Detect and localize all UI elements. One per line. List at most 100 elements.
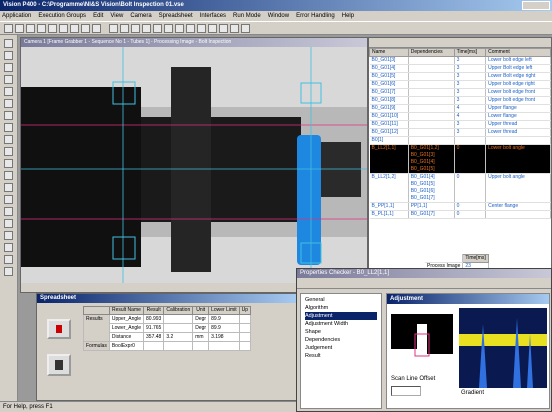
tool-button[interactable] xyxy=(4,243,13,252)
toolbar-button[interactable] xyxy=(4,24,13,33)
toolbar-button[interactable] xyxy=(153,24,162,33)
toolbar-button[interactable] xyxy=(142,24,151,33)
tool-button[interactable] xyxy=(4,63,13,72)
cell: B0_G01[9] xyxy=(369,104,409,113)
toolbar-button[interactable] xyxy=(230,24,239,33)
toolbar-button[interactable] xyxy=(131,24,140,33)
tree-item[interactable]: Adjustment Width xyxy=(305,321,349,327)
tool-button[interactable] xyxy=(4,171,13,180)
table-row[interactable]: B0_G01[3] 3 Lower bolt edge left xyxy=(369,56,551,65)
menu-item[interactable]: Application xyxy=(2,13,32,19)
tool-button[interactable] xyxy=(4,111,13,120)
header-row: Name Dependencies Time[ms] Comment xyxy=(369,48,551,57)
scrollbar[interactable] xyxy=(21,283,367,292)
tool-button[interactable] xyxy=(4,195,13,204)
table-row[interactable]: B0_G01[8] 3 Upper bolt edge front xyxy=(369,96,551,105)
table-row[interactable]: B0_G01[12] 3 Lower thread xyxy=(369,128,551,137)
table-row[interactable]: B0[1] xyxy=(369,136,551,145)
tool-button[interactable] xyxy=(4,51,13,60)
tool-button[interactable] xyxy=(4,219,13,228)
toolbar-button[interactable] xyxy=(241,24,250,33)
tree-item[interactable]: Algorithm xyxy=(305,305,329,311)
toolbar-button[interactable] xyxy=(219,24,228,33)
tool-button[interactable] xyxy=(4,39,13,48)
table-row[interactable]: B_LL2[1,2] B0_G01[4] B0_G01[5] B0_G01[6] B0_… xyxy=(369,173,551,203)
toolbar-button[interactable] xyxy=(70,24,79,33)
tool-button[interactable] xyxy=(4,231,13,240)
tree-item[interactable]: Judgement xyxy=(305,345,333,351)
toolbar-button[interactable] xyxy=(59,24,68,33)
table-row[interactable]: B_LL2[1,1] B0_G01[1,2] B0_G01[3] B0_G01[4] B… xyxy=(369,144,551,174)
cell: B0_G01[7] xyxy=(369,88,409,97)
toolbar-button[interactable] xyxy=(26,24,35,33)
cell xyxy=(485,136,551,145)
stop-button[interactable] xyxy=(47,319,71,339)
table-row[interactable]: Formulas BoolExpr0 xyxy=(83,341,252,351)
menu-item[interactable]: Execution Groups xyxy=(38,13,87,19)
toolbar-button[interactable] xyxy=(15,24,24,33)
toolbar-button[interactable] xyxy=(164,24,173,33)
menu-item[interactable]: Window xyxy=(267,13,290,19)
tree-item[interactable]: Result xyxy=(305,353,321,359)
window-controls[interactable] xyxy=(522,1,550,10)
table-row[interactable]: B0_G01[11] 3 Upper thread xyxy=(369,120,551,129)
toolbar-button[interactable] xyxy=(81,24,90,33)
tree-item[interactable]: General xyxy=(305,297,325,303)
tool-button[interactable] xyxy=(4,99,13,108)
toolbar-button[interactable] xyxy=(208,24,217,33)
toolbar-button[interactable] xyxy=(109,24,118,33)
table-row[interactable]: B0_G01[6] 3 Upper bolt edge right xyxy=(369,80,551,89)
tool-button[interactable] xyxy=(4,183,13,192)
tree-item[interactable]: Adjustment xyxy=(305,312,377,320)
toolbar-button[interactable] xyxy=(48,24,57,33)
cell: 80.993 xyxy=(143,314,165,324)
cell: Upper bolt edge right xyxy=(485,80,551,89)
tool-button[interactable] xyxy=(4,267,13,276)
tool-button[interactable] xyxy=(4,255,13,264)
cell: Lower bolt edge front xyxy=(485,88,551,97)
toolbar-button[interactable] xyxy=(197,24,206,33)
table-row[interactable]: B0_G01[7] 3 Lower bolt edge front xyxy=(369,88,551,97)
table-row[interactable]: B_PP[1,1] PP[1,1] 0 Center flange xyxy=(369,202,551,211)
menu-item[interactable]: Interfaces xyxy=(199,13,227,19)
menu-item[interactable]: Error Handling xyxy=(296,13,335,19)
cell: 3 xyxy=(454,56,487,65)
dependency: B0_G01[5] xyxy=(410,166,435,172)
tree-item[interactable]: Dependencies xyxy=(305,337,341,343)
menu-item[interactable]: Run Mode xyxy=(233,13,261,19)
cell: Center flange xyxy=(485,202,551,211)
menu-item[interactable]: Edit xyxy=(93,13,104,19)
table-row[interactable]: B0_G01[5] 3 Lower Bolt edge right xyxy=(369,72,551,81)
tool-button[interactable] xyxy=(4,87,13,96)
threshold-band xyxy=(459,334,547,346)
tool-button[interactable] xyxy=(4,75,13,84)
tree-item[interactable]: Shape xyxy=(305,329,321,335)
tool-button[interactable] xyxy=(4,207,13,216)
corner-cell xyxy=(83,306,110,315)
menu-item[interactable]: View xyxy=(110,13,124,19)
device-button[interactable] xyxy=(47,354,71,376)
tool-button[interactable] xyxy=(4,159,13,168)
tool-button[interactable] xyxy=(4,147,13,156)
group-label: Formulas xyxy=(83,341,110,351)
table-row[interactable]: B_PL[1,1] B0_G01[7] 0 xyxy=(369,210,551,219)
table-row[interactable]: B0_G01[10] 4 Lower flange xyxy=(369,112,551,121)
toolbar-button[interactable] xyxy=(92,24,101,33)
cell: 4 xyxy=(454,104,487,113)
toolbar-button[interactable] xyxy=(175,24,184,33)
menu-item[interactable]: Help xyxy=(341,13,355,19)
table-row[interactable]: B0_G01[9] 4 Upper flange xyxy=(369,104,551,113)
toolbar-button[interactable] xyxy=(37,24,46,33)
menu-item[interactable]: Camera xyxy=(130,13,152,19)
tool-button[interactable] xyxy=(4,123,13,132)
table-row[interactable]: Distance 357.48 3.2 mm 3.198 xyxy=(84,332,252,342)
tool-button[interactable] xyxy=(4,135,13,144)
table-row[interactable]: Lower_Angle 91.765 Degr 89.9 xyxy=(84,323,252,333)
preview-roi xyxy=(414,333,430,357)
toolbar-button[interactable] xyxy=(120,24,129,33)
scan-input[interactable] xyxy=(391,386,421,396)
table-row[interactable]: Results Upper_Angle 80.993 Degr 89.9 xyxy=(83,314,252,342)
menu-item[interactable]: Spreadsheet xyxy=(158,13,193,19)
table-row[interactable]: B0_G01[4] 3 Upper Bolt edge left xyxy=(369,64,551,73)
toolbar-button[interactable] xyxy=(186,24,195,33)
